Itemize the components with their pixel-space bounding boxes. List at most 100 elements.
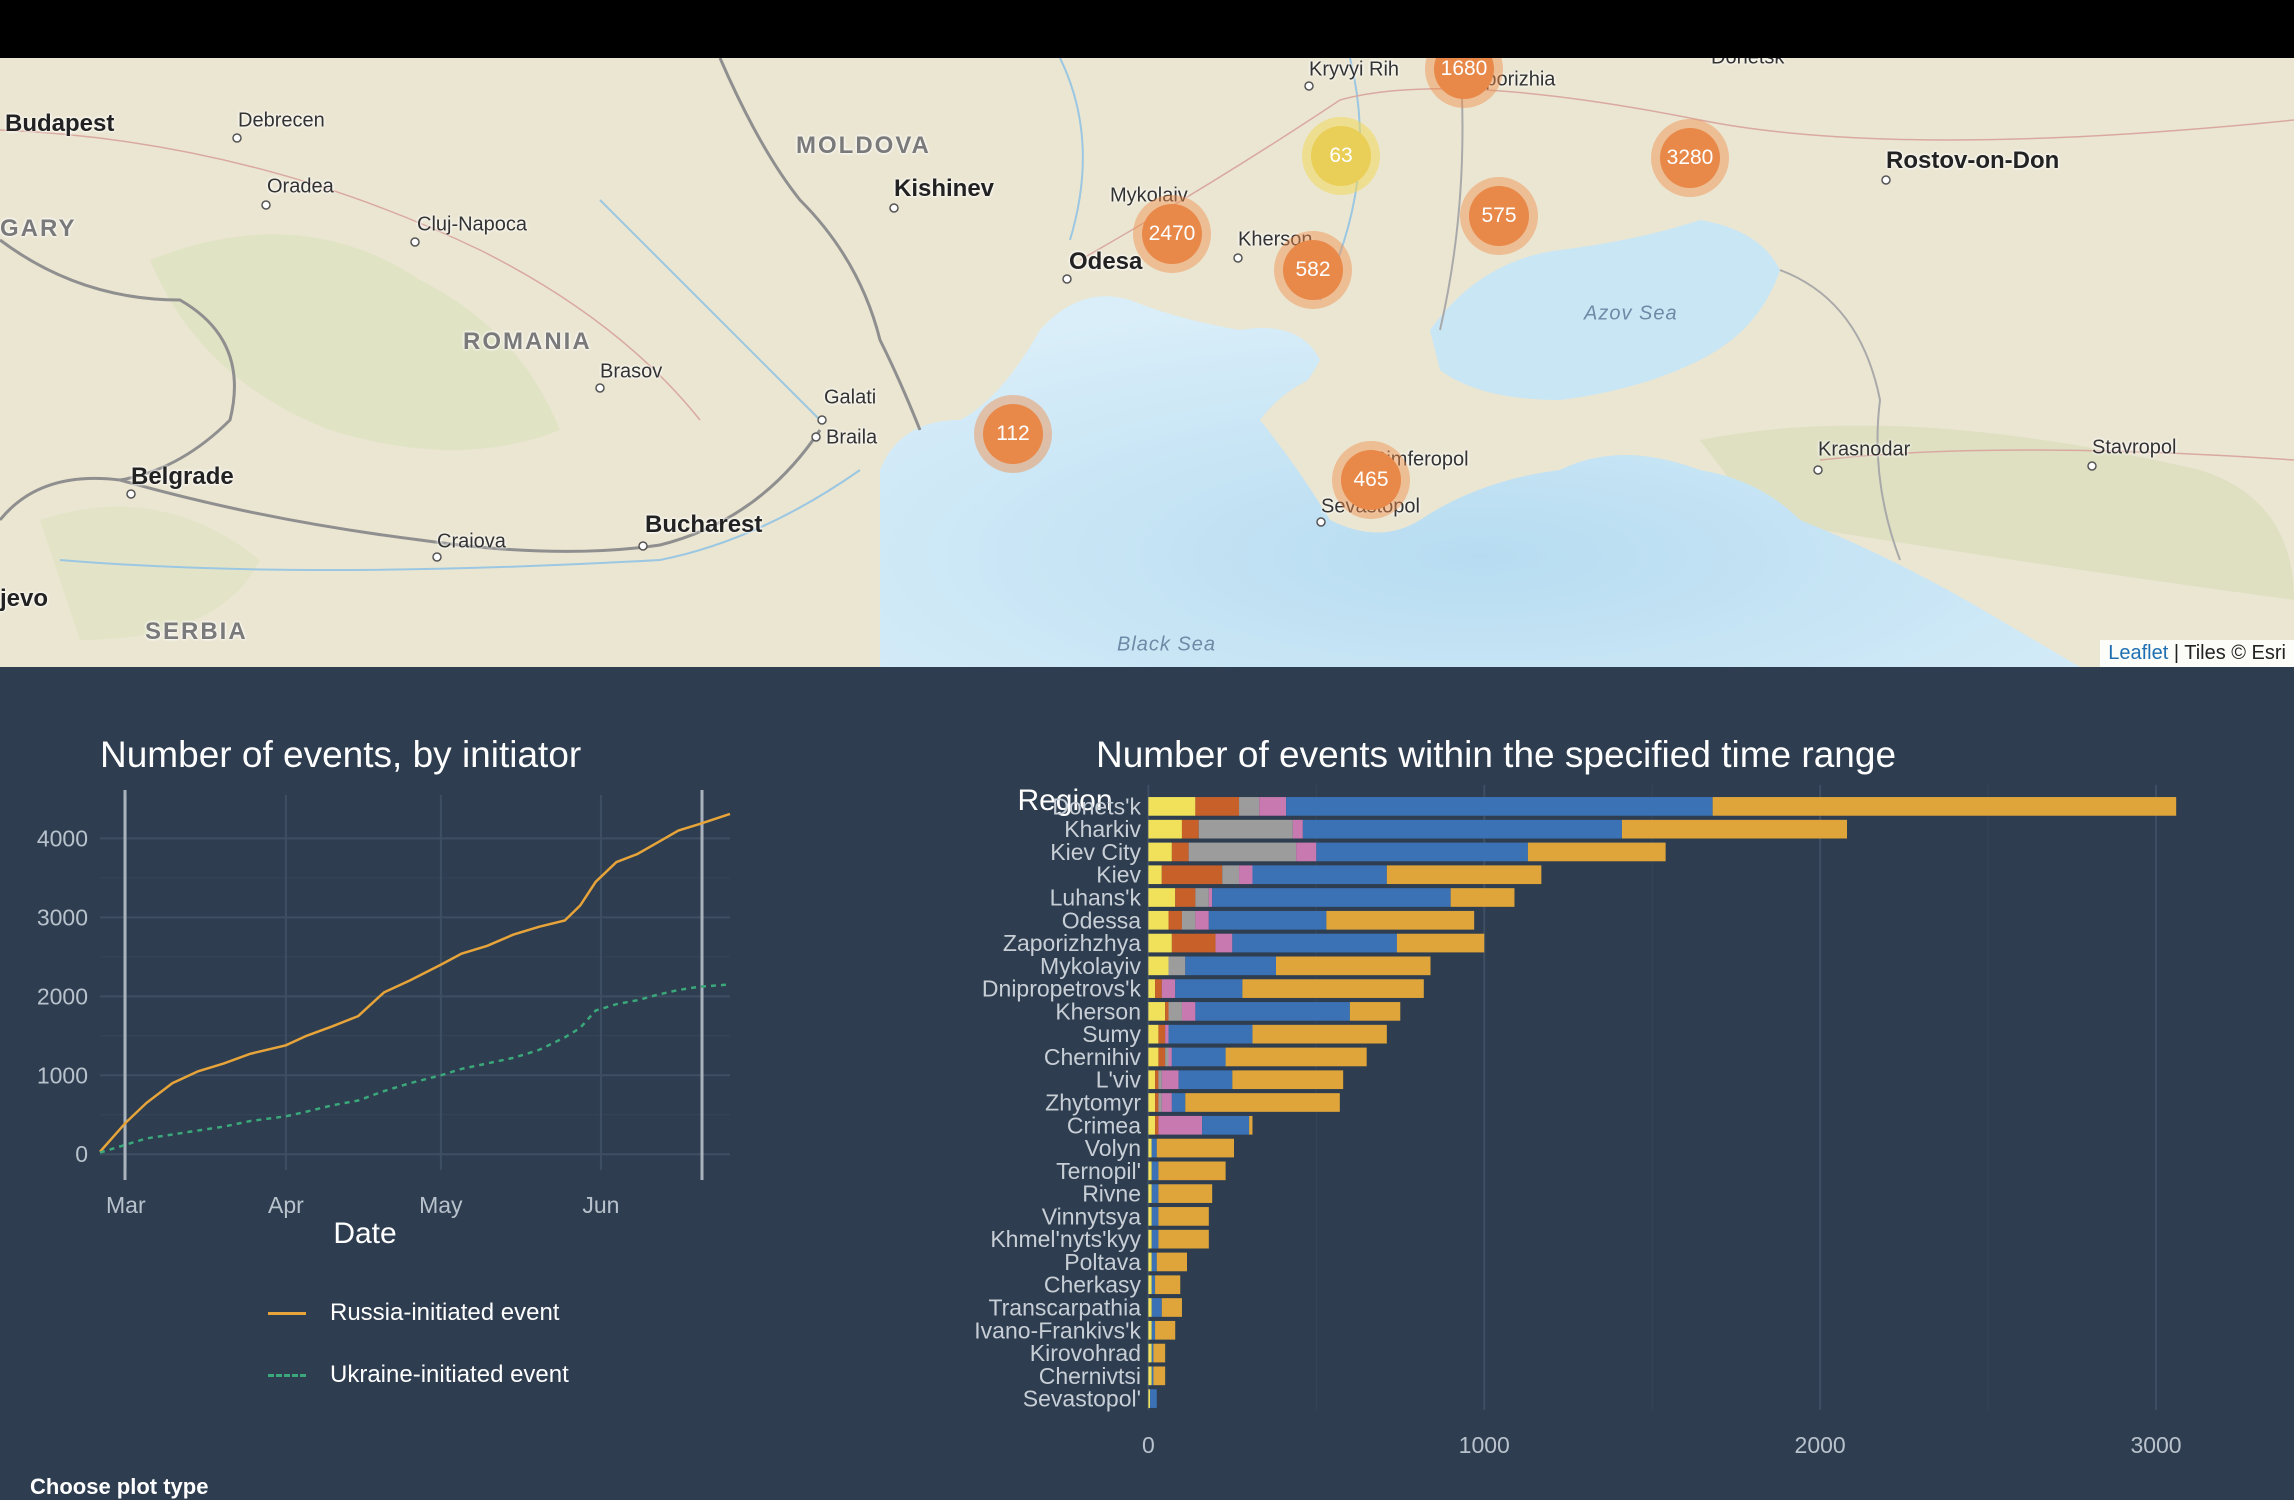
bar-row-zaporizhzhya[interactable] [1148,933,1485,953]
bar-segment[interactable] [1168,1002,1182,1021]
bar-segment[interactable] [1232,933,1397,953]
bar-segment[interactable] [1148,1229,1152,1249]
bar-segment[interactable] [1168,1024,1253,1044]
bar-segment[interactable] [1165,1024,1169,1044]
bar-row-transcarpathia[interactable] [1148,1298,1182,1317]
marker-cluster[interactable]: 3280 [1651,119,1729,197]
marker-cluster[interactable]: 582 [1274,231,1352,309]
bar-segment[interactable] [1151,1366,1154,1386]
bar-segment[interactable] [1148,1070,1156,1090]
bar-segment[interactable] [1181,910,1196,930]
bar-segment[interactable] [1232,1070,1344,1090]
bar-segment[interactable] [1195,797,1240,816]
bar-segment[interactable] [1158,1093,1162,1112]
bar-segment[interactable] [1148,979,1156,998]
bar-segment[interactable] [1621,819,1848,839]
bar-segment[interactable] [1171,1093,1186,1112]
bar-segment[interactable] [1252,1024,1387,1044]
bar-segment[interactable] [1225,1047,1367,1067]
bar-row-crimea[interactable] [1148,1115,1253,1135]
bar-segment[interactable] [1349,1002,1401,1021]
bar-row-dnipropetrovs-k[interactable] [1148,979,1424,998]
bar-segment[interactable] [1161,1070,1179,1090]
bar-segment[interactable] [1158,1207,1209,1226]
bar-row-ivano-frankivs-k[interactable] [1148,1320,1176,1340]
bar-segment[interactable] [1712,797,2177,816]
bar-segment[interactable] [1161,1298,1182,1317]
bar-segment[interactable] [1296,842,1317,862]
bar-segment[interactable] [1178,1070,1233,1090]
bar-segment[interactable] [1148,1389,1151,1408]
bar-segment[interactable] [1161,865,1223,885]
bar-segment[interactable] [1198,819,1293,839]
bar-segment[interactable] [1153,1366,1166,1386]
bar-segment[interactable] [1158,1229,1209,1249]
bar-segment[interactable] [1155,1093,1159,1112]
bar-segment[interactable] [1175,979,1243,998]
line-plot[interactable]: 0 1000 2000 3000 4000 Mar Apr May Jun Date [0,780,760,1320]
bar-segment[interactable] [1222,865,1240,885]
bar-row-kherson[interactable] [1148,1002,1401,1021]
leaflet-link[interactable]: Leaflet [2108,642,2169,664]
bar-segment[interactable] [1165,1002,1169,1021]
bar-segment[interactable] [1396,933,1485,953]
bar-segment[interactable] [1148,888,1176,907]
bar-segment[interactable] [1148,1298,1152,1317]
marker-cluster[interactable]: 465 [1332,441,1410,519]
bar-segment[interactable] [1202,1115,1250,1135]
bar-segment[interactable] [1450,888,1515,907]
bar-segment[interactable] [1148,933,1172,953]
bar-row-vinnytsya[interactable] [1148,1207,1209,1226]
bar-segment[interactable] [1151,1207,1159,1226]
bar-segment[interactable] [1158,1161,1226,1181]
bar-segment[interactable] [1148,910,1169,930]
bar-segment[interactable] [1161,1093,1172,1112]
bar-segment[interactable] [1275,956,1431,976]
bar-row-ternopil[interactable] [1148,1161,1226,1181]
bar-segment[interactable] [1148,1047,1159,1067]
marker-cluster[interactable]: 2470 [1133,195,1211,273]
bar-row-sevastopol[interactable] [1148,1389,1157,1408]
marker-cluster[interactable]: 575 [1460,177,1538,255]
bar-segment[interactable] [1316,842,1528,862]
bar-segment[interactable] [1171,933,1216,953]
bar-row-l-viv[interactable] [1148,1070,1344,1090]
bar-row-luhans-k[interactable] [1148,888,1515,907]
bar-segment[interactable] [1148,1161,1152,1181]
bar-segment[interactable] [1148,1275,1152,1295]
bar-segment[interactable] [1161,979,1176,998]
bar-segment[interactable] [1148,1252,1152,1272]
bar-segment[interactable] [1212,888,1451,907]
bar-segment[interactable] [1148,842,1172,862]
bar-segment[interactable] [1168,910,1182,930]
bar-segment[interactable] [1185,1093,1340,1112]
bar-segment[interactable] [1155,1320,1176,1340]
bar-segment[interactable] [1148,1115,1156,1135]
bar-segment[interactable] [1242,979,1424,998]
bar-row-kharkiv[interactable] [1148,819,1848,839]
map[interactable]: Budapest Debrecen Oradea Cluj-Napoca GARY MOL… [0,58,2294,667]
bar-segment[interactable] [1181,1002,1196,1021]
bar-segment[interactable] [1156,1138,1235,1158]
bar-row-khmel-nyts-kyy[interactable] [1148,1229,1209,1249]
bar-row-odessa[interactable] [1148,910,1475,930]
bar-segment[interactable] [1155,1115,1159,1135]
bar-row-kiev[interactable] [1148,865,1542,885]
bar-segment[interactable] [1181,819,1199,839]
marker-cluster[interactable]: 63 [1302,117,1380,195]
bar-segment[interactable] [1148,1138,1152,1158]
bar-segment[interactable] [1148,819,1182,839]
marker-cluster[interactable]: 112 [974,395,1052,473]
bar-segment[interactable] [1195,910,1209,930]
bar-segment[interactable] [1151,1343,1154,1363]
bar-segment[interactable] [1168,956,1186,976]
bar-segment[interactable] [1259,797,1287,816]
bar-segment[interactable] [1185,956,1276,976]
bar-segment[interactable] [1165,1047,1169,1067]
bar-segment[interactable] [1148,1093,1156,1112]
bar-segment[interactable] [1151,1320,1156,1340]
bar-row-zhytomyr[interactable] [1148,1093,1340,1112]
bar-segment[interactable] [1148,1184,1152,1203]
bar-segment[interactable] [1148,865,1162,885]
bar-row-poltava[interactable] [1148,1252,1187,1272]
